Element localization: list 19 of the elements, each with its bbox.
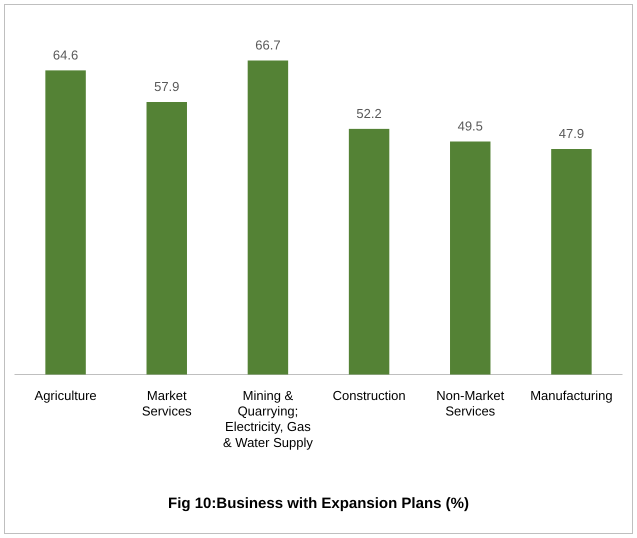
bar [450,142,490,375]
x-tick-label: Market Services [142,388,192,419]
data-label: 66.7 [255,38,281,53]
data-label: 57.9 [154,79,180,94]
data-label: 49.5 [458,118,483,134]
bar [146,102,187,375]
x-tick-label: Non-Market Services [436,388,505,419]
x-tick-label: Agriculture [34,388,97,403]
x-tick-label: Mining & Quarrying; Electricity, Gas & Water Supply [222,388,314,450]
data-label: 64.6 [52,48,78,63]
x-tick-label: Construction [332,388,406,403]
bar [348,128,390,375]
x-tick-label: Manufacturing [530,388,613,403]
data-label: 52.2 [356,106,382,121]
text: Fig 10:Business with Expansion Plans (%) [168,495,469,512]
data-label: 47.9 [558,126,584,142]
bar [248,60,288,375]
bar [551,149,592,375]
bar [45,70,86,375]
